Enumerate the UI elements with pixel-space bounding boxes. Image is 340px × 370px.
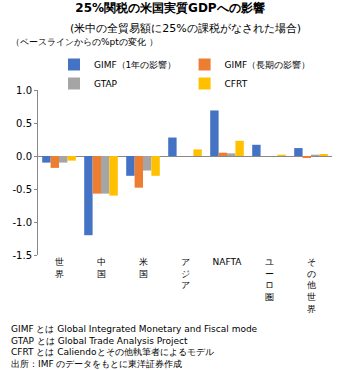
svg-text:(米中の全貿易額に25%の課税がなされた場合): (米中の全貿易額に25%の課税がなされた場合)	[70, 22, 301, 35]
svg-text:-1.5: -1.5	[12, 250, 32, 261]
svg-text:GIMF とは Global Integrated Mone: GIMF とは Global Integrated Monetary and F…	[11, 324, 258, 334]
svg-text:中国: 中国	[97, 257, 106, 279]
svg-text:-0.5: -0.5	[12, 184, 32, 195]
svg-text:（ベースラインからの%ptの変化 ）: （ベースラインからの%ptの変化 ）	[11, 37, 158, 47]
svg-text:ユーロ圏: ユーロ圏	[265, 257, 274, 302]
svg-text:その他世界: その他世界	[307, 257, 316, 314]
svg-text:GIMF（1年の影響）: GIMF（1年の影響）	[94, 60, 176, 70]
svg-text:世界: 世界	[55, 257, 64, 279]
svg-text:米国: 米国	[139, 257, 148, 279]
svg-text:アジア: アジア	[181, 257, 190, 290]
svg-text:GIMF（長期の影響）: GIMF（長期の影響）	[225, 60, 311, 70]
svg-text:1.0: 1.0	[16, 85, 32, 96]
svg-text:0.0: 0.0	[16, 151, 32, 162]
svg-text:NAFTA: NAFTA	[213, 257, 243, 267]
svg-text:GTAP とは Global Trade Analysis: GTAP とは Global Trade Analysis Project	[11, 336, 188, 346]
svg-text:25%関税の米国実質GDPへの影響: 25%関税の米国実質GDPへの影響	[75, 1, 264, 15]
svg-text:CFRT: CFRT	[225, 79, 248, 89]
svg-text:GTAP: GTAP	[94, 79, 118, 89]
svg-text:0.5: 0.5	[16, 118, 32, 129]
svg-text:CFRT とは Caliendoとその他執筆者によるモデル: CFRT とは Caliendoとその他執筆者によるモデル	[11, 347, 214, 357]
svg-text:出所：IMF のデータをもとに東洋証券作成: 出所：IMF のデータをもとに東洋証券作成	[11, 359, 182, 369]
svg-text:-1.0: -1.0	[12, 217, 32, 228]
